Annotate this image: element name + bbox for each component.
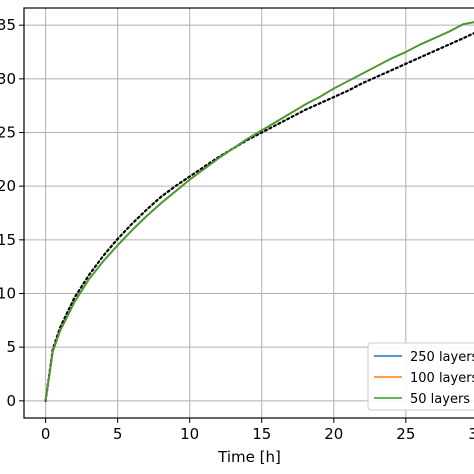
legend: 250 layers 100 layers 50 layers [367, 342, 474, 411]
legend-label: 100 layers [410, 371, 474, 386]
axis-ticks: 0 5 10 15 20 25 30 0 5 10 15 20 25 30 35 [0, 16, 474, 443]
series-line-2 [44, 21, 474, 401]
legend-box [367, 342, 474, 411]
x-tick-label: 5 [113, 425, 123, 443]
legend-label: 250 layers [410, 350, 474, 365]
y-tick-label: 20 [0, 177, 16, 195]
y-tick-label: 15 [0, 231, 16, 249]
grid [24, 8, 474, 418]
series-layer [44, 21, 474, 402]
x-tick-label: 20 [324, 425, 343, 443]
plot-frame [23, 7, 474, 419]
y-tick-label: 10 [0, 284, 16, 302]
y-tick-label: 0 [6, 392, 16, 410]
y-tick-label: 35 [0, 16, 16, 34]
y-tick-label: 25 [0, 124, 16, 142]
x-tick-label: 10 [180, 425, 199, 443]
x-axis-label: Time [h] [217, 448, 281, 466]
x-tick-label: 25 [396, 425, 415, 443]
y-tick-label: 5 [6, 338, 16, 356]
x-tick-label: 15 [252, 425, 271, 443]
x-tick-label: 0 [41, 425, 51, 443]
y-tick-label: 30 [0, 70, 16, 88]
series-line-3 [44, 31, 474, 402]
x-tick-label: 30 [468, 425, 474, 443]
legend-label: 50 layers [410, 392, 470, 407]
